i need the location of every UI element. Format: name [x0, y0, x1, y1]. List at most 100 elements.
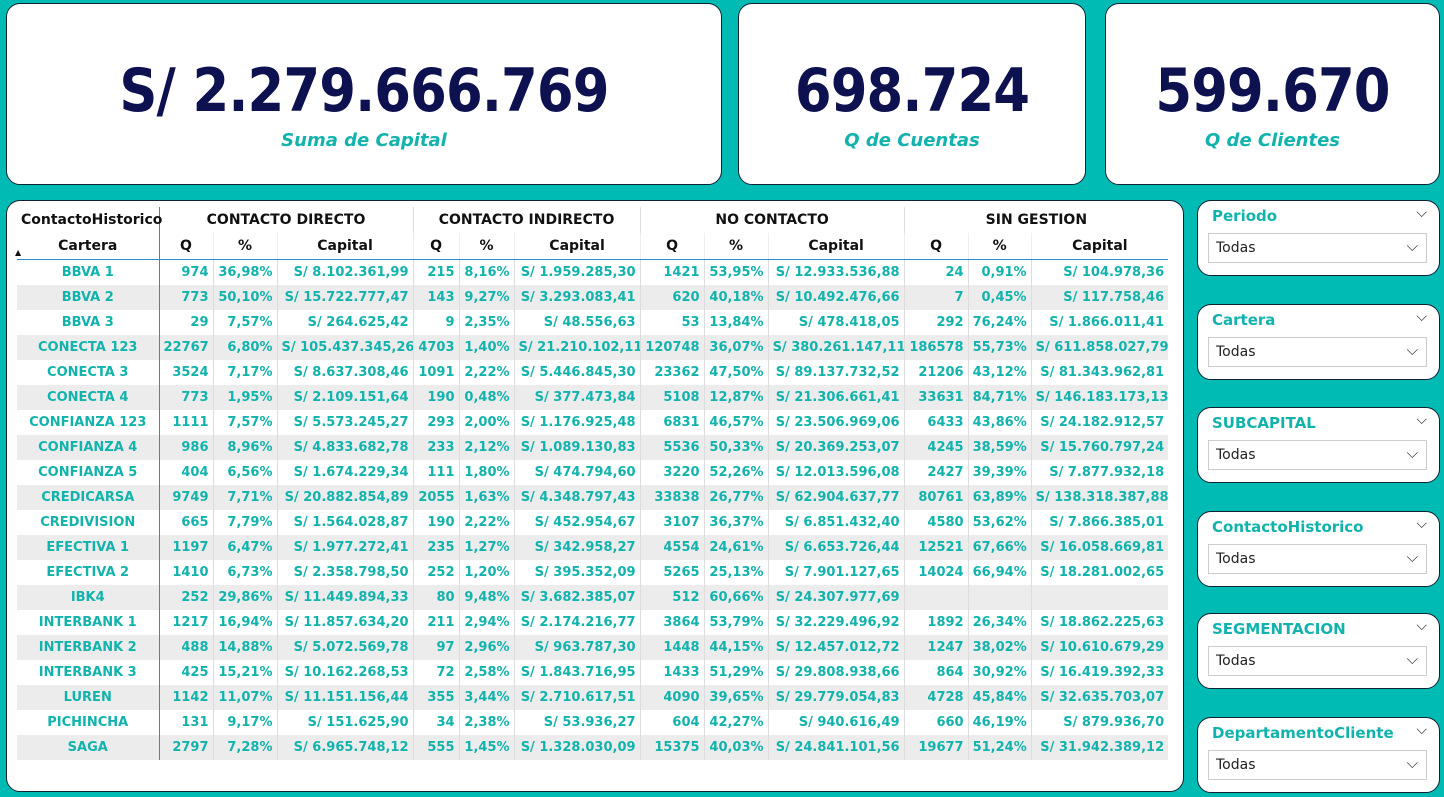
chevron-down-icon[interactable]: ⌵	[1406, 341, 1418, 359]
slicer-dropdown[interactable]: Todas ⌵	[1208, 440, 1427, 470]
chevron-down-icon[interactable]: ⌵	[1406, 548, 1418, 566]
value-cell: 2427	[903, 460, 969, 485]
value-cell: 120748	[639, 335, 705, 360]
table-row[interactable]: BBVA 2 773 50,10% S/ 15.722.777,47 143 9,27% S…	[17, 285, 1169, 310]
value-cell: 404	[158, 460, 213, 485]
slicer-value: Todas	[1216, 447, 1256, 463]
table-row[interactable]: LUREN 1142 11,07% S/ 11.151.156,44 355 3,44% S…	[17, 685, 1169, 710]
chevron-down-icon[interactable]: ⌵	[1416, 309, 1427, 325]
value-cell: 4728	[903, 685, 969, 710]
table-row[interactable]: BBVA 1 974 36,98% S/ 8.102.361,99 215 8,16% S/…	[17, 259, 1169, 285]
group-header[interactable]: CONTACTO INDIRECTO	[412, 207, 641, 233]
value-cell: 5265	[639, 560, 705, 585]
cartera-cell: IBK4	[17, 585, 160, 610]
value-cell: S/ 16.419.392,33	[1030, 660, 1169, 685]
group-header[interactable]: SIN GESTION	[903, 207, 1169, 233]
group-header[interactable]: NO CONTACTO	[639, 207, 905, 233]
value-cell: 3,44%	[458, 685, 515, 710]
table-row[interactable]: INTERBANK 2 488 14,88% S/ 5.072.569,78 97 2,9…	[17, 635, 1169, 660]
slicer-departamentocliente[interactable]: DepartamentoCliente ⌵ Todas ⌵	[1197, 717, 1440, 793]
corner-header[interactable]: ContactoHistorico	[17, 207, 162, 233]
slicer-contactohistorico[interactable]: ContactoHistorico ⌵ Todas ⌵	[1197, 511, 1440, 587]
slicer-dropdown[interactable]: Todas ⌵	[1208, 233, 1427, 263]
chevron-down-icon[interactable]: ⌵	[1416, 516, 1427, 532]
table-row[interactable]: CREDIVISION 665 7,79% S/ 1.564.028,87 190 2,2…	[17, 510, 1169, 535]
slicer-segmentacion[interactable]: SEGMENTACION ⌵ Todas ⌵	[1197, 613, 1440, 689]
value-cell: S/ 15.722.777,47	[276, 285, 414, 310]
chevron-down-icon[interactable]: ⌵	[1416, 618, 1427, 634]
table-row[interactable]: EFECTIVA 1 1197 6,47% S/ 1.977.272,41 235 1,2…	[17, 535, 1169, 560]
table-row[interactable]: CONFIANZA 4 986 8,96% S/ 4.833.682,78 233 2,1…	[17, 435, 1169, 460]
value-cell: S/ 1.674.229,34	[276, 460, 414, 485]
value-cell: 97	[412, 635, 460, 660]
slicer-periodo[interactable]: Periodo ⌵ Todas ⌵	[1197, 200, 1440, 276]
slicer-dropdown[interactable]: Todas ⌵	[1208, 544, 1427, 574]
group-header[interactable]: CONTACTO DIRECTO	[158, 207, 414, 233]
cartera-cell: BBVA 3	[17, 310, 160, 335]
table-row[interactable]: CONECTA 3 3524 7,17% S/ 8.637.308,46 1091 2,2…	[17, 360, 1169, 385]
chevron-down-icon[interactable]: ⌵	[1406, 237, 1418, 255]
column-header[interactable]: Q	[412, 233, 460, 260]
value-cell: S/ 12.457.012,72	[767, 635, 905, 660]
value-cell: 864	[903, 660, 969, 685]
chevron-down-icon[interactable]: ⌵	[1416, 722, 1427, 738]
slicer-dropdown[interactable]: Todas ⌵	[1208, 750, 1427, 780]
value-cell: 665	[158, 510, 213, 535]
table-row[interactable]: EFECTIVA 2 1410 6,73% S/ 2.358.798,50 252 1,2…	[17, 560, 1169, 585]
column-header[interactable]: Q	[158, 233, 213, 260]
value-cell: 19677	[903, 735, 969, 760]
value-cell: 50,10%	[212, 285, 277, 310]
chevron-down-icon[interactable]: ⌵	[1406, 754, 1418, 772]
value-cell: S/ 3.293.083,41	[513, 285, 641, 310]
column-header[interactable]: Capital	[767, 233, 905, 260]
column-header[interactable]: %	[212, 233, 277, 260]
column-header[interactable]: Capital	[1030, 233, 1169, 260]
column-header[interactable]: %	[458, 233, 515, 260]
matrix-visual[interactable]: ▲ ContactoHistorico CONTACTO DIRECTO CON…	[6, 200, 1184, 792]
column-header[interactable]: Q	[903, 233, 969, 260]
table-row[interactable]: CONECTA 123 22767 6,80% S/ 105.437.345,26 47…	[17, 335, 1169, 360]
value-cell: 2055	[412, 485, 460, 510]
slicer-subcapital[interactable]: SUBCAPITAL ⌵ Todas ⌵	[1197, 407, 1440, 483]
value-cell: 293	[412, 410, 460, 435]
column-header[interactable]: Capital	[276, 233, 414, 260]
table-row[interactable]: PICHINCHA 131 9,17% S/ 151.625,90 34 2,38% S/ …	[17, 710, 1169, 735]
value-cell: S/ 264.625,42	[276, 310, 414, 335]
table-row[interactable]: IBK4 252 29,86% S/ 11.449.894,33 80 9,48% S/ 3…	[17, 585, 1169, 610]
slicer-cartera[interactable]: Cartera ⌵ Todas ⌵	[1197, 304, 1440, 380]
value-cell: 2,12%	[458, 435, 515, 460]
table-row[interactable]: CONECTA 4 773 1,95% S/ 2.109.151,64 190 0,48%…	[17, 385, 1169, 410]
table-row[interactable]: SAGA 2797 7,28% S/ 6.965.748,12 555 1,45% S/ 1…	[17, 735, 1169, 760]
column-header[interactable]: %	[967, 233, 1032, 260]
slicer-dropdown[interactable]: Todas ⌵	[1208, 337, 1427, 367]
table-row[interactable]: INTERBANK 1 1217 16,94% S/ 11.857.634,20 211…	[17, 610, 1169, 635]
chevron-down-icon[interactable]: ⌵	[1406, 444, 1418, 462]
column-header[interactable]: %	[703, 233, 769, 260]
value-cell: S/ 6.653.726,44	[767, 535, 905, 560]
chevron-down-icon[interactable]: ⌵	[1406, 650, 1418, 668]
table-row[interactable]: CREDICARSA 9749 7,71% S/ 20.882.854,89 2055 1…	[17, 485, 1169, 510]
table-row[interactable]: INTERBANK 3 425 15,21% S/ 10.162.268,53 72 2,…	[17, 660, 1169, 685]
chevron-down-icon[interactable]: ⌵	[1416, 205, 1427, 221]
value-cell: 29	[158, 310, 213, 335]
table-row[interactable]: CONFIANZA 5 404 6,56% S/ 1.674.229,34 111 1,8…	[17, 460, 1169, 485]
slicer-dropdown[interactable]: Todas ⌵	[1208, 646, 1427, 676]
value-cell: S/ 31.942.389,12	[1030, 735, 1169, 760]
value-cell: 52,26%	[703, 460, 769, 485]
value-cell: 6,56%	[212, 460, 277, 485]
value-cell: 34	[412, 710, 460, 735]
column-header[interactable]: Q	[639, 233, 705, 260]
value-cell: S/ 1.176.925,48	[513, 410, 641, 435]
value-cell: 1,80%	[458, 460, 515, 485]
row-header-cartera[interactable]: Cartera	[17, 233, 160, 260]
table-row[interactable]: CONFIANZA 123 1111 7,57% S/ 5.573.245,27 293…	[17, 410, 1169, 435]
chevron-down-icon[interactable]: ⌵	[1416, 412, 1427, 428]
value-cell: 63,89%	[967, 485, 1032, 510]
table-row[interactable]: BBVA 3 29 7,57% S/ 264.625,42 9 2,35% S/ 48.55…	[17, 310, 1169, 335]
value-cell: 24,61%	[703, 535, 769, 560]
column-header[interactable]: Capital	[513, 233, 641, 260]
value-cell: 6,80%	[212, 335, 277, 360]
value-cell: S/ 377.473,84	[513, 385, 641, 410]
value-cell: 46,19%	[967, 710, 1032, 735]
value-cell	[967, 585, 1032, 610]
